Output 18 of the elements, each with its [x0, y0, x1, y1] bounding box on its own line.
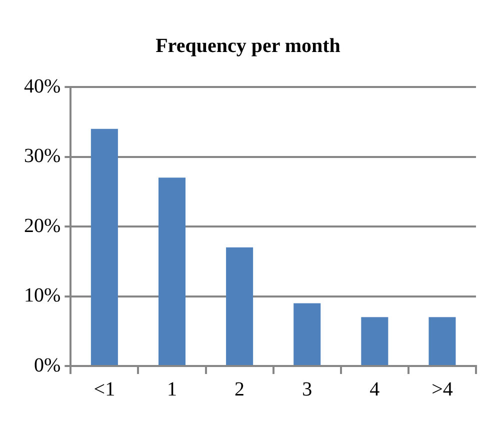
x-tick-label: >4	[432, 378, 453, 400]
bar	[226, 247, 254, 365]
x-tick-label: 2	[234, 378, 245, 400]
x-tick-label: 3	[302, 378, 312, 400]
bar	[90, 128, 118, 365]
y-tick-label: 10%	[24, 284, 61, 306]
y-tick-label: 20%	[24, 214, 61, 237]
y-tick-label: 30%	[24, 145, 61, 167]
x-tick-label: 1	[166, 378, 177, 400]
y-tick-label: 40%	[24, 75, 61, 98]
chart-title: Frequency per month	[156, 35, 340, 58]
y-tick-label: 0%	[34, 354, 61, 376]
x-tick-label: 4	[370, 378, 380, 400]
x-tick-label: <1	[94, 378, 116, 400]
bar	[158, 178, 186, 365]
bar	[294, 303, 321, 365]
bar	[428, 317, 456, 365]
bar	[361, 317, 388, 365]
